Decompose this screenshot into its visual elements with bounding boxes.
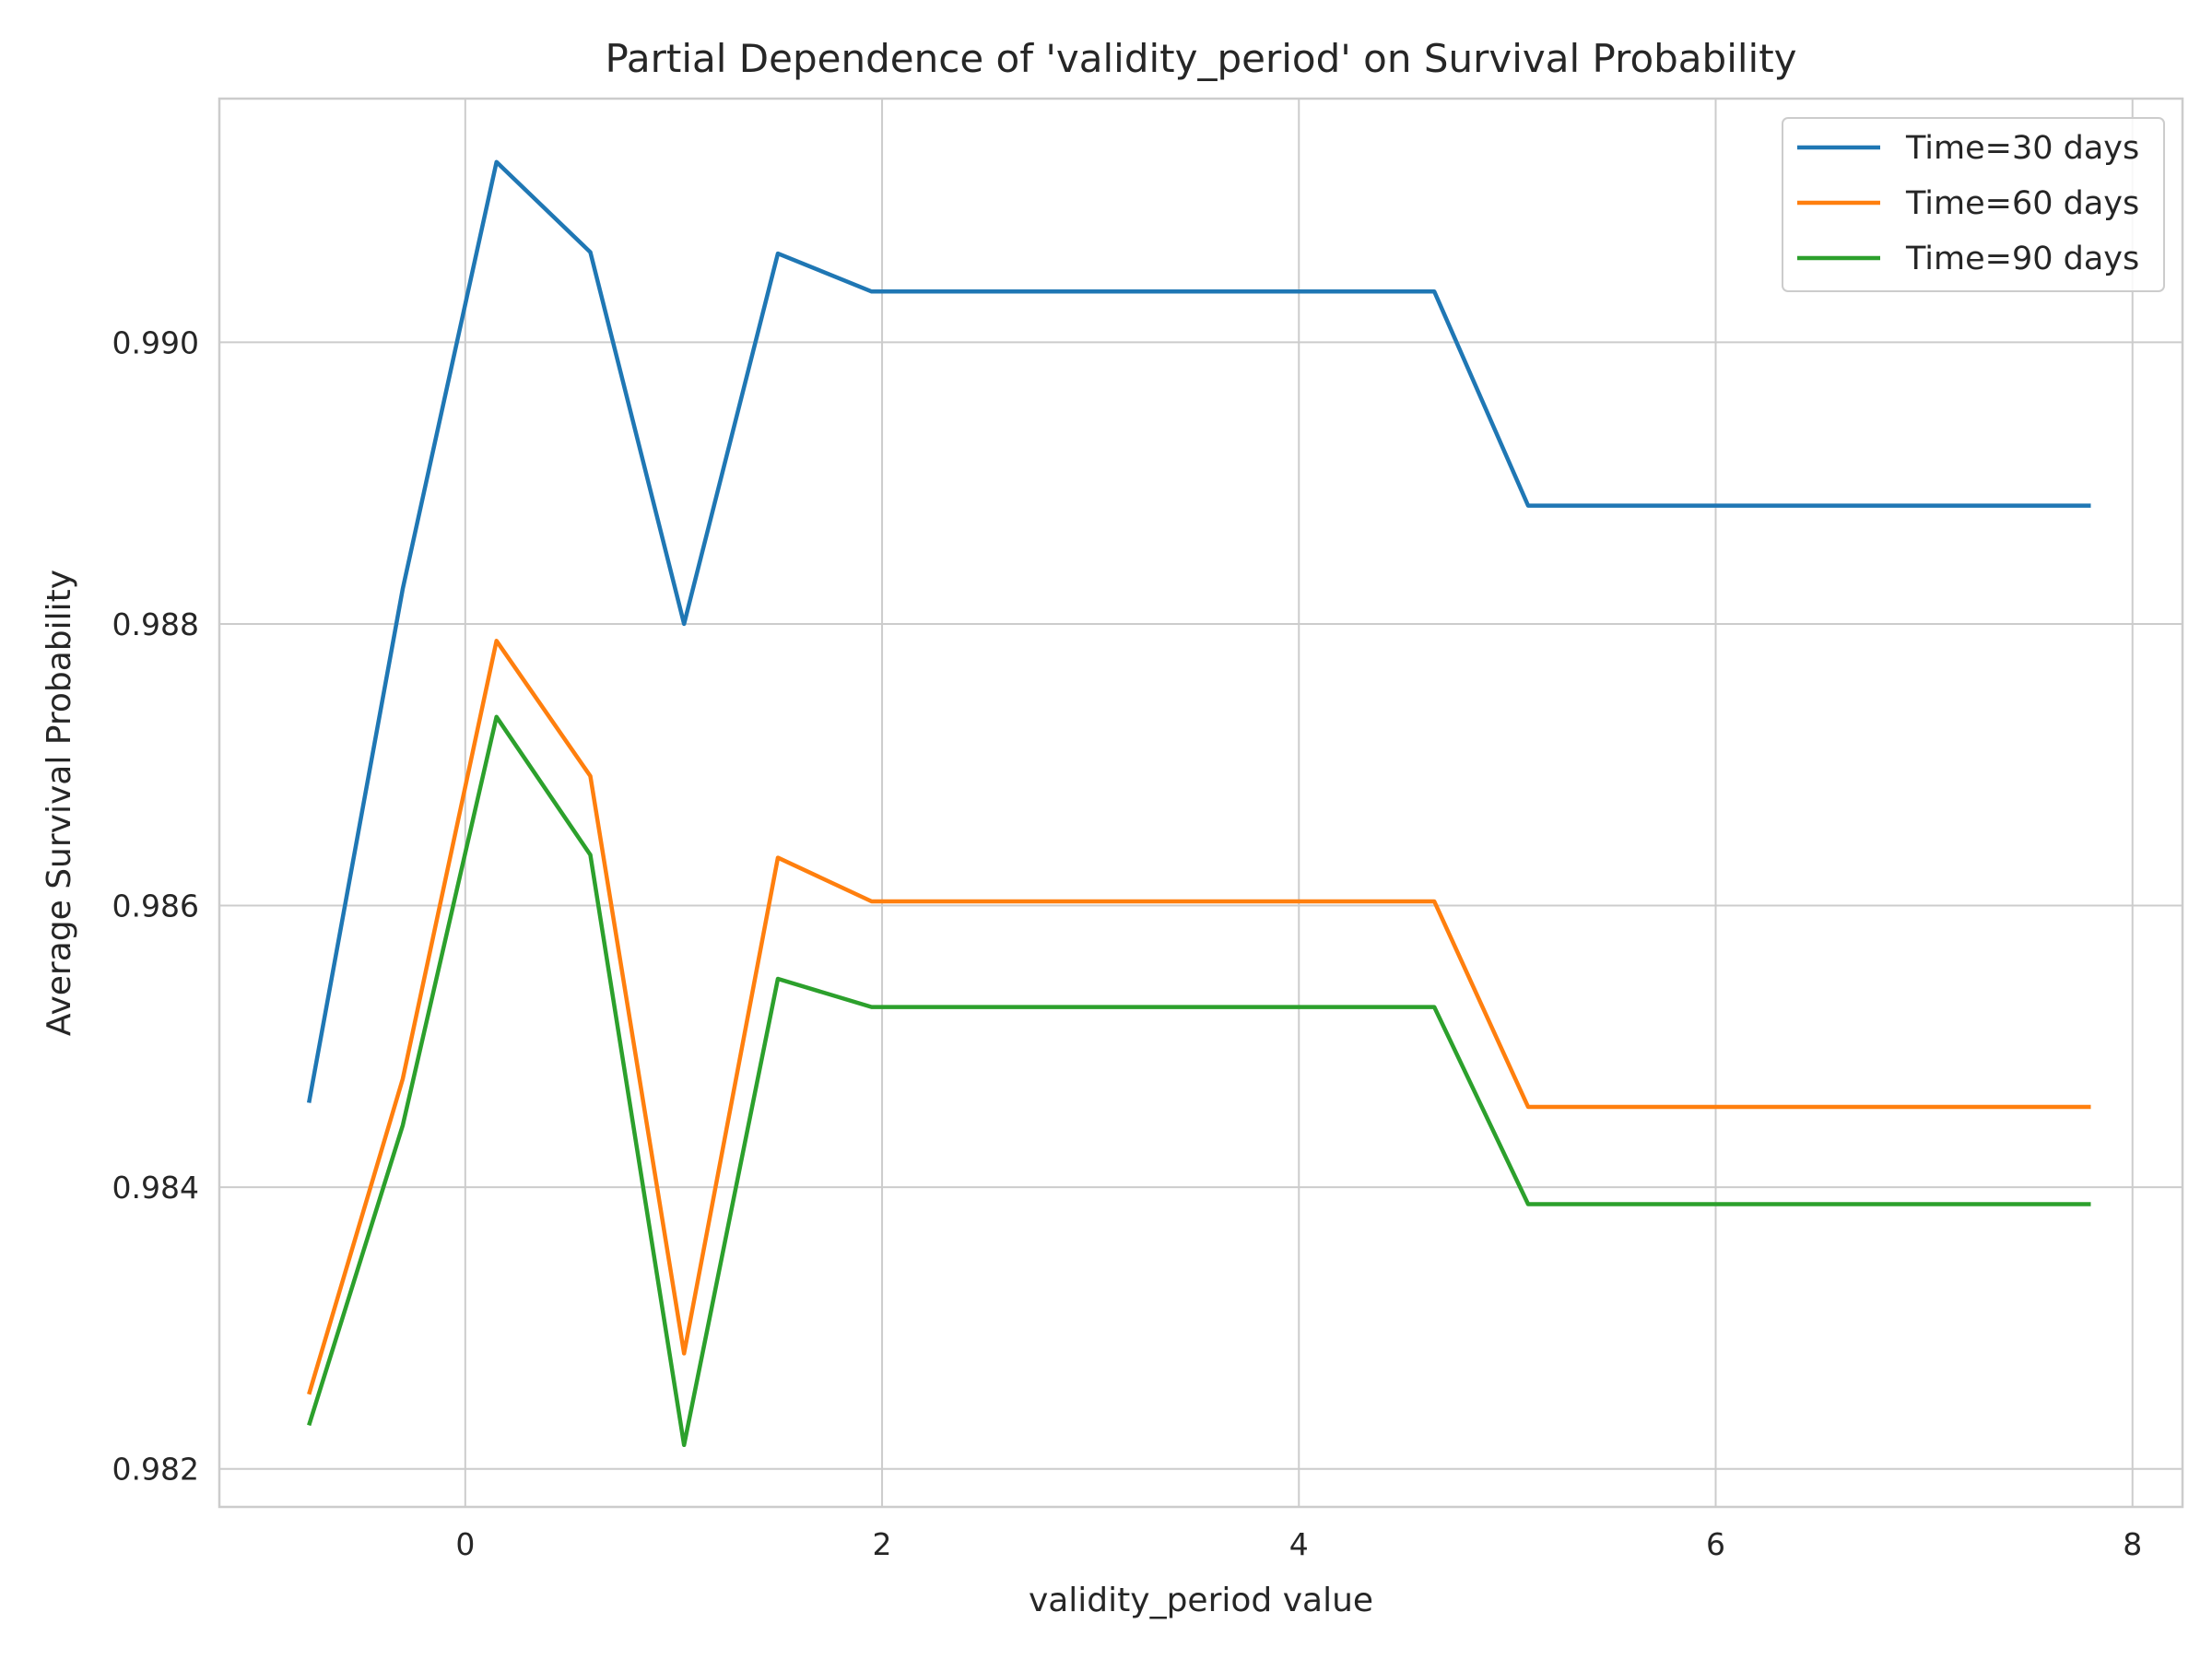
y-tick-label: 0.986 (112, 888, 199, 924)
y-tick-label: 0.984 (112, 1170, 199, 1206)
legend: Time=30 days Time=60 days Time=90 days (1782, 117, 2165, 292)
y-tick-label: 0.988 (112, 606, 199, 642)
x-tick-label: 0 (455, 1526, 475, 1562)
legend-box (1782, 117, 2165, 292)
series-line-time-90-days (307, 714, 2091, 1448)
y-tick-label: 0.990 (112, 324, 199, 360)
series-line-time-60-days (307, 639, 2091, 1395)
x-tick-label: 4 (1289, 1526, 1309, 1562)
legend-label-time-60-days: Time=60 days (1905, 185, 2139, 222)
legend-label-time-90-days: Time=90 days (1905, 241, 2139, 277)
x-tick-label: 2 (873, 1526, 892, 1562)
legend-items: Time=30 days Time=60 days Time=90 days (1797, 130, 2139, 277)
grid (219, 99, 2183, 1507)
legend-label-time-30-days: Time=30 days (1905, 130, 2139, 167)
y-tick-labels: 0.982 0.984 0.986 0.988 0.990 (112, 324, 199, 1487)
series-line-time-30-days (306, 159, 2091, 1103)
x-tick-labels: 0 2 4 6 8 (455, 1526, 2142, 1562)
series-layer (306, 159, 2091, 1448)
x-tick-label: 6 (1706, 1526, 1725, 1562)
y-tick-label: 0.982 (112, 1452, 199, 1488)
chart-title: Partial Dependence of 'validity_period' … (605, 36, 1796, 81)
x-axis-label: validity_period value (1029, 1582, 1373, 1619)
y-axis-label: Average Survival Probability (41, 570, 78, 1036)
plot-frame (218, 97, 2184, 1509)
x-tick-label: 8 (2123, 1526, 2142, 1562)
